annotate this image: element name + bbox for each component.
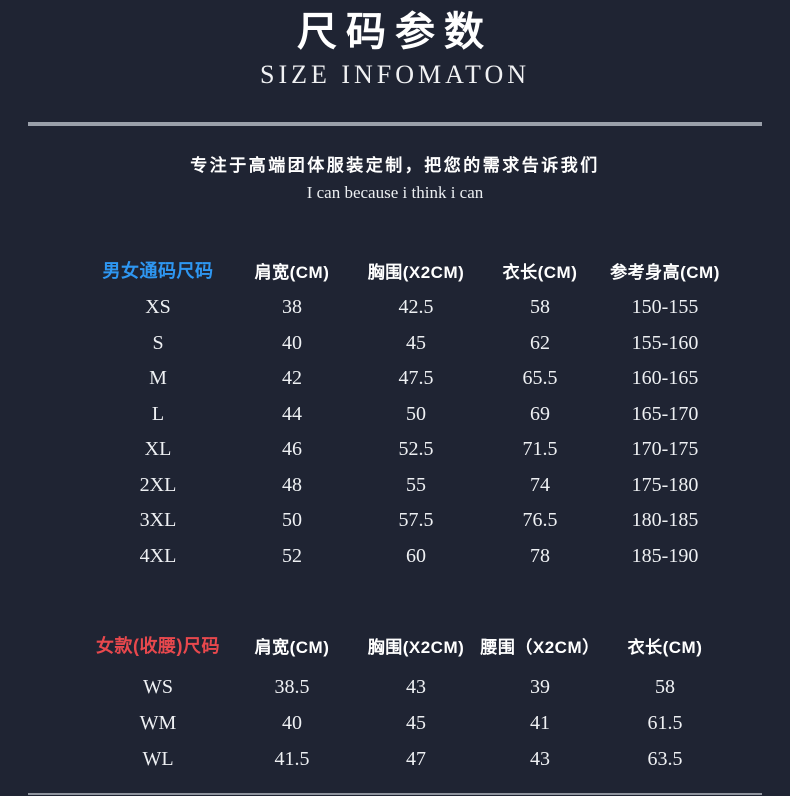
value-cell: 71.5: [522, 438, 558, 461]
unisex-size-table: 男女通码尺码 肩宽(CM) 胸围(X2CM) 衣长(CM) 参考身高(CM) X…: [84, 250, 730, 574]
tagline-english: I can because i think i can: [306, 183, 484, 202]
women-table-title: 女款(收腰)尺码: [96, 636, 220, 656]
value-cell: 155-160: [631, 331, 699, 354]
size-cell: XL: [144, 438, 172, 461]
table-row: WS 38.5 43 39 58: [84, 669, 730, 705]
value-cell: 50: [282, 509, 302, 532]
table-row: 2XL 48 55 74 175-180: [84, 468, 730, 504]
value-cell: 58: [530, 296, 550, 319]
value-cell: 48: [282, 473, 302, 496]
table-row: S 40 45 62 155-160: [84, 326, 730, 362]
table-row: 3XL 50 57.5 76.5 180-185: [84, 503, 730, 539]
women-size-table: 女款(收腰)尺码 肩宽(CM) 胸围(X2CM) 腰围（X2CM） 衣长(CM)…: [84, 621, 730, 777]
column-header-length: 衣长(CM): [502, 262, 578, 282]
column-header-shoulder: 肩宽(CM): [254, 637, 330, 657]
value-cell: 170-175: [631, 438, 699, 461]
table-row: M 42 47.5 65.5 160-165: [84, 361, 730, 397]
value-cell: 62: [530, 331, 550, 354]
value-cell: 57.5: [398, 509, 434, 532]
value-cell: 44: [282, 402, 302, 425]
size-cell: WM: [139, 711, 177, 734]
value-cell: 42: [282, 367, 302, 390]
value-cell: 45: [406, 711, 426, 734]
value-cell: 185-190: [631, 544, 699, 567]
value-cell: 52.5: [398, 438, 434, 461]
value-cell: 41: [530, 711, 550, 734]
value-cell: 61.5: [647, 711, 683, 734]
value-cell: 38: [282, 296, 302, 319]
value-cell: 180-185: [631, 509, 699, 532]
value-cell: 150-155: [631, 296, 699, 319]
tagline-chinese: 专注于高端团体服装定制，把您的需求告诉我们: [190, 156, 600, 175]
size-cell: XS: [145, 296, 171, 319]
value-cell: 69: [530, 402, 550, 425]
size-cell: L: [151, 402, 165, 425]
divider-line: [28, 122, 762, 126]
column-header-chest: 胸围(X2CM): [367, 262, 465, 282]
page-title-chinese: 尺码参数: [297, 8, 493, 55]
value-cell: 43: [406, 675, 426, 698]
value-cell: 175-180: [631, 473, 699, 496]
table-row: XS 38 42.5 58 150-155: [84, 290, 730, 326]
size-cell: S: [152, 331, 164, 354]
value-cell: 50: [406, 402, 426, 425]
unisex-table-title: 男女通码尺码: [102, 261, 214, 281]
value-cell: 41.5: [274, 747, 310, 770]
value-cell: 47.5: [398, 367, 434, 390]
value-cell: 60: [406, 544, 426, 567]
value-cell: 46: [282, 438, 302, 461]
women-header-row: 女款(收腰)尺码 肩宽(CM) 胸围(X2CM) 腰围（X2CM） 衣长(CM): [84, 621, 730, 669]
value-cell: 63.5: [647, 747, 683, 770]
column-header-chest: 胸围(X2CM): [367, 637, 465, 657]
page-title-english: SIZE INFOMATON: [259, 60, 531, 89]
table-row: WM 40 45 41 61.5: [84, 705, 730, 741]
value-cell: 74: [530, 473, 550, 496]
table-row: XL 46 52.5 71.5 170-175: [84, 432, 730, 468]
value-cell: 40: [282, 331, 302, 354]
value-cell: 40: [282, 711, 302, 734]
value-cell: 55: [406, 473, 426, 496]
table-row: L 44 50 69 165-170: [84, 397, 730, 433]
value-cell: 38.5: [274, 675, 310, 698]
value-cell: 65.5: [522, 367, 558, 390]
value-cell: 43: [530, 747, 550, 770]
value-cell: 39: [530, 675, 550, 698]
size-cell: 3XL: [139, 509, 177, 532]
bottom-divider-line: [28, 793, 762, 795]
value-cell: 160-165: [631, 367, 699, 390]
size-cell: 2XL: [139, 473, 177, 496]
column-header-waist: 腰围（X2CM）: [480, 637, 600, 657]
size-chart-page: 尺码参数 SIZE INFOMATON 专注于高端团体服装定制，把您的需求告诉我…: [0, 6, 790, 796]
size-cell: M: [149, 367, 167, 390]
unisex-header-row: 男女通码尺码 肩宽(CM) 胸围(X2CM) 衣长(CM) 参考身高(CM): [84, 250, 730, 290]
table-row: 4XL 52 60 78 185-190: [84, 539, 730, 575]
value-cell: 58: [655, 675, 675, 698]
value-cell: 78: [530, 544, 550, 567]
value-cell: 165-170: [631, 402, 699, 425]
column-header-length: 衣长(CM): [627, 637, 703, 657]
column-header-height: 参考身高(CM): [610, 262, 720, 282]
value-cell: 45: [406, 331, 426, 354]
value-cell: 42.5: [398, 296, 434, 319]
value-cell: 52: [282, 544, 302, 567]
size-cell: WS: [143, 675, 173, 698]
size-cell: 4XL: [139, 544, 177, 567]
size-cell: WL: [142, 747, 174, 770]
value-cell: 47: [406, 747, 426, 770]
table-row: WL 41.5 47 43 63.5: [84, 741, 730, 777]
column-header-shoulder: 肩宽(CM): [254, 262, 330, 282]
value-cell: 76.5: [522, 509, 558, 532]
